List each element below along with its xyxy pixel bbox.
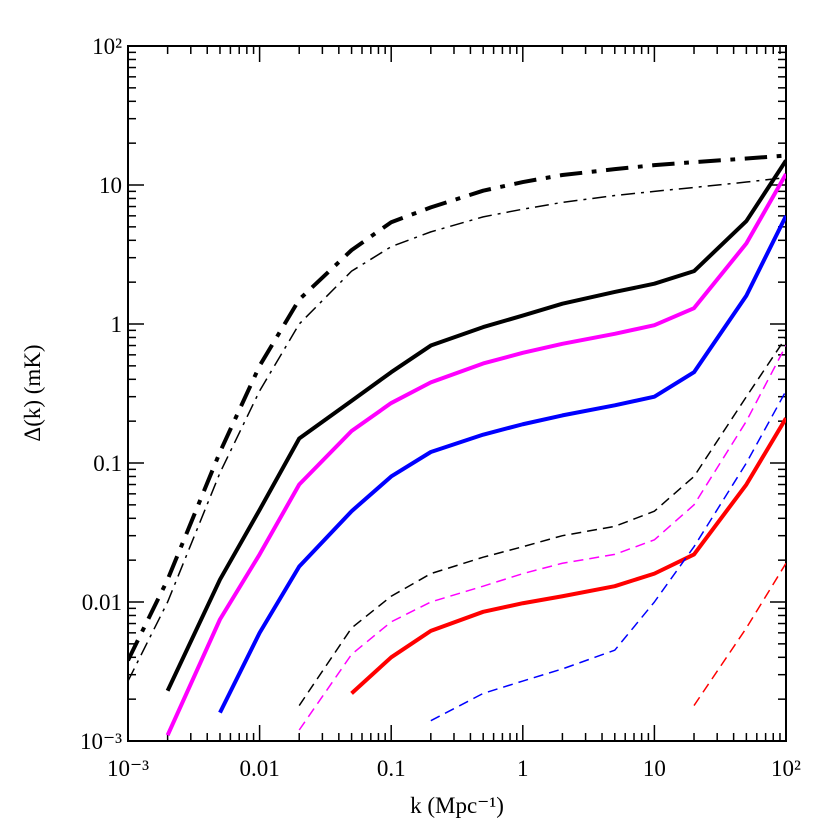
data-line: [165, 159, 786, 692]
y-tick-label: 1: [111, 312, 123, 337]
x-tick-label: 10⁻³: [107, 756, 149, 781]
plot-frame: [127, 45, 787, 742]
y-tick-label: 10: [99, 173, 122, 198]
x-tick-label: 0.01: [239, 756, 279, 781]
plot-area: [128, 153, 786, 737]
data-line: [693, 562, 786, 706]
data-line: [430, 390, 786, 722]
x-tick-label: 10²: [771, 756, 801, 781]
y-axis-label: Δ(k) (mK): [20, 344, 45, 441]
data-line: [128, 176, 786, 682]
x-tick-label: 1: [517, 756, 529, 781]
x-tick-label: 0.1: [377, 756, 406, 781]
data-line: [298, 345, 786, 731]
x-tick-label: 10: [643, 756, 666, 781]
y-tick-label: 0.01: [82, 590, 122, 615]
data-line: [298, 337, 786, 706]
y-tick-label: 0.1: [93, 451, 122, 476]
x-axis-label: k (Mpc⁻¹): [410, 793, 504, 818]
data-line: [218, 214, 786, 714]
data-line: [128, 153, 786, 662]
data-line: [350, 417, 786, 695]
y-tick-label: 10⁻³: [80, 729, 122, 754]
y-tick-label: 10²: [92, 34, 122, 59]
data-line: [165, 172, 786, 737]
